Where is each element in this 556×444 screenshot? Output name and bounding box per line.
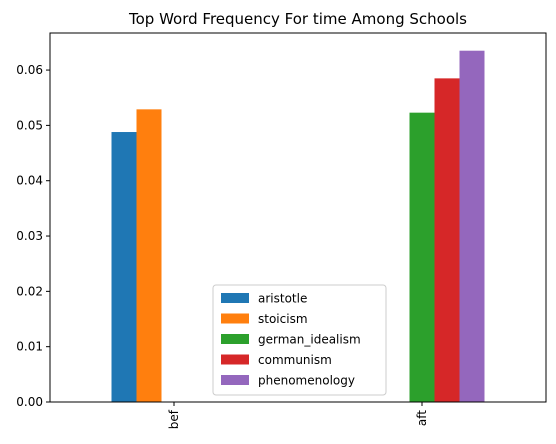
y-tick-label: 0.00 — [16, 395, 43, 409]
legend-label-german_idealism: german_idealism — [258, 333, 361, 347]
chart-title: Top Word Frequency For time Among School… — [128, 10, 467, 28]
bar-german_idealism-aft — [409, 112, 435, 402]
plot-frame — [49, 32, 547, 403]
legend-label-stoicism: stoicism — [258, 312, 308, 326]
legend-box — [212, 284, 387, 396]
y-tick-label: 0.02 — [16, 284, 43, 298]
x-tick-label: bef — [167, 409, 181, 429]
bar-communism-aft — [434, 78, 460, 402]
bar-stoicism-bef — [136, 109, 162, 403]
x-tick-label: aft — [415, 410, 429, 426]
y-tick-label: 0.05 — [16, 118, 43, 132]
legend-label-communism: communism — [258, 353, 332, 367]
axes-group: 0.00 0.01 0.02 0.03 0.04 0.05 0.06 bef aft — [16, 32, 547, 429]
legend-swatch-aristotle — [221, 293, 249, 303]
y-tick-label: 0.04 — [16, 174, 43, 188]
y-tick-label: 0.06 — [16, 63, 43, 77]
legend-label-aristotle: aristotle — [258, 292, 307, 306]
legend-label-phenomenology: phenomenology — [258, 374, 355, 388]
legend-swatch-communism — [221, 354, 249, 365]
y-tick-label: 0.01 — [16, 340, 43, 354]
legend-swatch-stoicism — [221, 313, 249, 324]
legend-swatch-german_idealism — [221, 334, 249, 344]
bars-group — [111, 50, 485, 403]
legend-swatch-phenomenology — [221, 375, 249, 385]
y-tick-label: 0.03 — [16, 229, 43, 243]
bar-phenomenology-aft — [459, 50, 485, 402]
bar-aristotle-bef — [111, 132, 137, 403]
legend: aristotle stoicism german_idealism communis… — [212, 284, 387, 396]
